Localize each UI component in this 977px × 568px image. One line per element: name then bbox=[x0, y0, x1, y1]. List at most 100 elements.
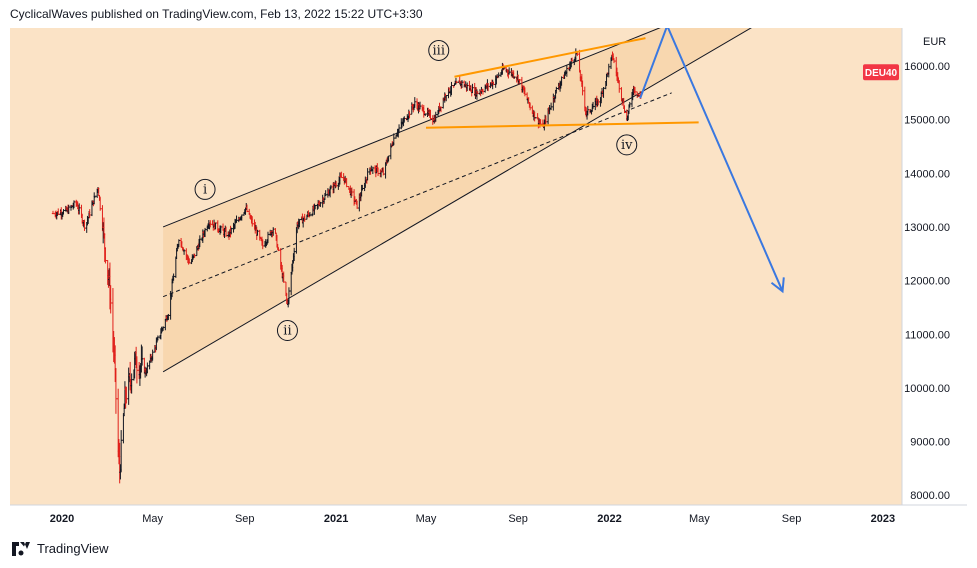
y-tick-label: 8000.00 bbox=[910, 490, 950, 502]
ohlc-bar bbox=[513, 76, 516, 79]
x-tick-label: 2023 bbox=[871, 513, 895, 525]
ohlc-bar bbox=[418, 101, 422, 110]
ohlc-bar bbox=[424, 113, 427, 116]
ohlc-bar bbox=[51, 210, 55, 215]
ohlc-bar bbox=[539, 119, 542, 125]
ohlc-bar bbox=[392, 133, 396, 146]
triangle-lower-line bbox=[425, 121, 699, 129]
ohlc-bar bbox=[549, 102, 553, 111]
ohlc-bar bbox=[292, 247, 296, 262]
ohlc-bar bbox=[109, 285, 112, 314]
badges-layer: DEU40 bbox=[863, 64, 899, 81]
ohlc-bar bbox=[334, 181, 338, 188]
ohlc-bar bbox=[413, 97, 416, 108]
ohlc-bar bbox=[466, 82, 469, 92]
plot-background bbox=[10, 28, 902, 505]
ohlc-bar bbox=[345, 178, 348, 188]
time-axis[interactable]: 2020 May Sep 2021 May Sep 2022 May Sep 2023 bbox=[10, 504, 967, 535]
ohlc-bar bbox=[371, 166, 375, 175]
channel-lower-line bbox=[162, 28, 752, 373]
wave-label-text: iii bbox=[433, 43, 445, 58]
ohlc-bar bbox=[623, 105, 626, 114]
ohlc-bar bbox=[161, 326, 165, 331]
ohlc-bar bbox=[361, 184, 364, 191]
ohlc-bar bbox=[72, 200, 76, 209]
ohlc-bar bbox=[497, 72, 500, 78]
ohlc-bar bbox=[135, 356, 139, 384]
x-tick-label: Sep bbox=[235, 513, 255, 525]
ohlc-bar bbox=[230, 227, 233, 235]
tradingview-logo-icon[interactable] bbox=[10, 541, 32, 556]
ohlc-bar bbox=[450, 81, 453, 96]
channel-middle-line bbox=[162, 92, 672, 298]
ohlc-bar bbox=[355, 200, 359, 209]
ohlc-bar bbox=[618, 80, 621, 93]
tradingview-brand[interactable]: TradingView bbox=[37, 541, 109, 556]
triangle-upper-line bbox=[454, 37, 646, 78]
ohlc-bar bbox=[628, 101, 631, 108]
ohlc-bar bbox=[591, 101, 595, 109]
ohlc-bar bbox=[214, 222, 217, 230]
ohlc-bar bbox=[146, 362, 149, 374]
ohlc-bar bbox=[403, 116, 406, 123]
ohlc-bar bbox=[460, 80, 464, 89]
footer: TradingView bbox=[10, 541, 109, 556]
ohlc-bar bbox=[282, 271, 285, 283]
wave-label-iii: iii bbox=[428, 39, 450, 61]
ohlc-bar bbox=[382, 167, 385, 176]
ohlc-bar bbox=[476, 91, 479, 95]
ohlc-bar bbox=[177, 239, 181, 248]
ohlc-bar bbox=[104, 247, 107, 264]
ohlc-bar bbox=[298, 219, 301, 228]
ohlc-bar bbox=[256, 229, 259, 236]
y-tick-label: 15000.00 bbox=[904, 115, 950, 127]
projection-arrowhead bbox=[770, 277, 785, 294]
currency-label: EUR bbox=[923, 36, 946, 48]
ohlc-bar bbox=[570, 57, 574, 62]
ohlc-bar bbox=[83, 219, 86, 231]
price-bars bbox=[51, 48, 642, 484]
ohlc-bar bbox=[235, 215, 238, 223]
ohlc-bar bbox=[156, 335, 160, 341]
ohlc-bar bbox=[277, 247, 280, 252]
last-price-badge-label: DEU40 bbox=[865, 68, 898, 79]
y-tick-label: 14000.00 bbox=[904, 168, 950, 180]
ohlc-bar bbox=[130, 373, 133, 394]
wave-label-circle bbox=[194, 178, 216, 200]
ohlc-bar bbox=[523, 87, 527, 97]
ohlc-bar bbox=[534, 117, 537, 119]
ohlc-bar bbox=[114, 368, 118, 414]
channel-layer bbox=[162, 28, 752, 373]
ohlc-bar bbox=[471, 83, 474, 94]
price-axis[interactable]: 16000.00 15000.00 14000.00 13000.00 12000.00… bbox=[901, 28, 967, 505]
ohlc-bar bbox=[140, 346, 144, 366]
y-tick-label: 10000.00 bbox=[904, 383, 950, 395]
ohlc-bar bbox=[439, 106, 443, 113]
wave-label-text: i bbox=[203, 182, 207, 197]
last-price-badge bbox=[863, 64, 899, 81]
x-tick-label: 2021 bbox=[324, 513, 348, 525]
ohlc-bar bbox=[486, 83, 490, 92]
ohlc-bar bbox=[240, 214, 243, 221]
ohlc-bar bbox=[245, 204, 249, 213]
y-tick-label: 16000.00 bbox=[904, 61, 950, 73]
ohlc-bar bbox=[507, 67, 511, 75]
ohlc-bar bbox=[261, 239, 264, 250]
ohlc-bar bbox=[167, 313, 170, 320]
ohlc-bar bbox=[607, 63, 610, 78]
ohlc-bar bbox=[612, 58, 616, 64]
wave-label-circle bbox=[616, 134, 638, 156]
x-tick-label: May bbox=[689, 513, 710, 525]
ohlc-bar bbox=[193, 253, 196, 258]
ohlc-bar bbox=[319, 201, 322, 207]
x-tick-label: 2020 bbox=[50, 513, 74, 525]
ohlc-bar bbox=[266, 231, 270, 244]
ohlc-bar bbox=[308, 211, 312, 217]
wave-label-text: iv bbox=[621, 138, 633, 153]
ohlc-bar bbox=[67, 204, 70, 215]
x-tick-label: May bbox=[416, 513, 437, 525]
ohlc-bar bbox=[287, 287, 291, 305]
ohlc-bar bbox=[198, 235, 202, 248]
